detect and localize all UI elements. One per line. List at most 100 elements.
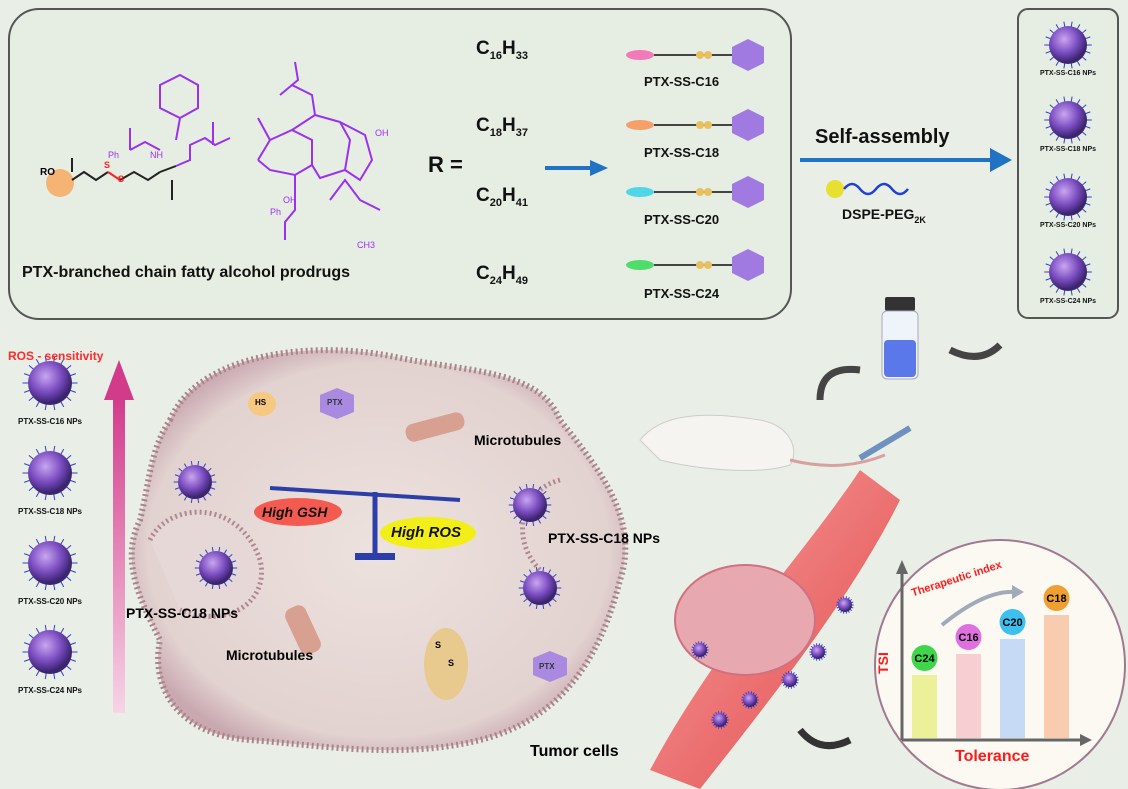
nanoparticle-icon (809, 643, 827, 661)
bar-label: C18 (1046, 593, 1066, 605)
trend-arrowhead (1012, 585, 1024, 599)
high-ros-badge (380, 517, 476, 549)
r-group-formula: C16H33 (476, 38, 528, 62)
dspe-peg-label: DSPE-PEG2K (842, 206, 926, 225)
nanoparticle-icon (22, 355, 78, 411)
bar-label: C24 (914, 653, 935, 665)
nanoparticle-icon (836, 596, 854, 614)
vial-icon (881, 297, 919, 380)
arrow-to-prodrugs (545, 160, 608, 176)
dspe-peg-icon (826, 180, 909, 198)
ptx-label: PTX (327, 398, 343, 407)
trend-arrow (940, 589, 1016, 627)
r-group-formula: C18H37 (476, 115, 528, 139)
prodrug-icon (626, 109, 764, 141)
mouse-icon (639, 414, 795, 471)
curved-arrow-icon (816, 365, 861, 401)
s-label: S (435, 640, 442, 650)
tsi-bar (956, 654, 981, 738)
high-ros-label: High ROS (391, 524, 461, 541)
nanoparticle-icon (173, 460, 217, 504)
microtubules-label: Microtubules (474, 432, 562, 448)
y-axis-arrow (896, 560, 908, 574)
lipid-sub: 2K (914, 214, 926, 225)
ros-sensitivity-title: ROS - sensitivity (8, 349, 104, 363)
r-group-formula: C20H41 (476, 185, 528, 209)
ptx-structure (46, 61, 381, 240)
prodrug-panel (8, 8, 792, 320)
np-label-right: PTX-SS-C18 NPs (548, 530, 661, 546)
nanoparticle-icon (741, 691, 759, 709)
bar-label: C20 (1002, 617, 1022, 629)
prodrug-icon (626, 176, 764, 208)
oh-label: OH (283, 195, 297, 205)
nanoparticle-icon (194, 546, 238, 590)
s-label: S (118, 174, 125, 184)
tsi-bar (1000, 639, 1025, 738)
bar-ball-icon (955, 624, 982, 650)
s-label: S (448, 658, 455, 668)
nanoparticle-icon (781, 671, 799, 689)
ph-label: Ph (270, 207, 282, 217)
r-group-formula: C24H49 (476, 263, 528, 287)
ros-np-label: PTX-SS-C18 NPs (17, 507, 83, 516)
inset-axes (900, 570, 1085, 742)
tumor-tissue (674, 564, 816, 676)
prodrug-caption: PTX-branched chain fatty alcohol prodrug… (22, 264, 351, 281)
self-assembly-arrow (800, 148, 1012, 172)
tsi-bar (912, 675, 937, 738)
prodrug-label: PTX-SS-C16 (644, 74, 720, 89)
nanoparticle-icon (22, 535, 78, 591)
ptx-hexagon-icon (320, 388, 354, 419)
sulfone-highlight (424, 628, 468, 700)
tumor-cells-label: Tumor cells (530, 743, 619, 760)
ph-label: Ph (108, 150, 120, 160)
self-assembly-label: Self-assembly (815, 126, 950, 148)
nanoparticle-icon (1044, 21, 1092, 69)
np-label: PTX-SS-C24 NPs (1039, 298, 1097, 305)
x-axis-arrow (1080, 734, 1092, 746)
prodrug-icon (626, 249, 764, 281)
bar-ball-icon (911, 645, 938, 671)
hs-label: HS (255, 398, 267, 407)
ros-np-label: PTX-SS-C24 NPs (17, 686, 83, 695)
np-label: PTX-SS-C20 NPs (1039, 222, 1097, 229)
mouse-tail (789, 453, 886, 467)
tolerance-axis-label: Tolerance (955, 748, 1030, 765)
prodrug-icon (626, 39, 764, 71)
nh-label: NH (150, 150, 163, 160)
balance-scale-icon (269, 486, 461, 560)
ros-sensitivity-arrow (104, 360, 134, 713)
tumor-cell (128, 347, 629, 754)
tsi-bar (1044, 615, 1069, 738)
microtubule-icon (405, 412, 465, 442)
nanoparticle-icon (22, 445, 78, 501)
inset-bars: C24 C16 C20 C18 (911, 585, 1070, 738)
curved-arrow-icon (948, 342, 1003, 360)
nanoparticle-icon (711, 711, 729, 729)
np-label: PTX-SS-C18 NPs (1039, 146, 1097, 153)
nanoparticle-icon (508, 483, 552, 527)
s-label: S (104, 160, 111, 170)
nanoparticle-icon (22, 624, 78, 680)
prodrug-label: PTX-SS-C18 (644, 145, 720, 160)
high-gsh-badge (254, 498, 342, 526)
syringe-icon (858, 425, 912, 461)
nanoparticle-icon (1044, 173, 1092, 221)
lipid-name: DSPE-PEG (842, 206, 915, 222)
np-panel (1017, 8, 1119, 319)
ros-np-label: PTX-SS-C16 NPs (17, 417, 83, 426)
prodrug-label: PTX-SS-C20 (644, 212, 720, 227)
np-label-left: PTX-SS-C18 NPs (126, 605, 239, 621)
nanoparticle-icon (1044, 96, 1092, 144)
prodrug-label: PTX-SS-C24 (644, 286, 720, 301)
r-equals-label: R = (428, 152, 463, 177)
curved-arrow-icon (797, 727, 852, 750)
ros-np-label: PTX-SS-C20 NPs (17, 597, 83, 606)
bar-ball-icon (999, 609, 1026, 635)
microtubules-label: Microtubules (226, 647, 314, 663)
bar-label: C16 (958, 632, 978, 644)
nanoparticle-icon (691, 641, 709, 659)
hs-badge (248, 392, 276, 416)
